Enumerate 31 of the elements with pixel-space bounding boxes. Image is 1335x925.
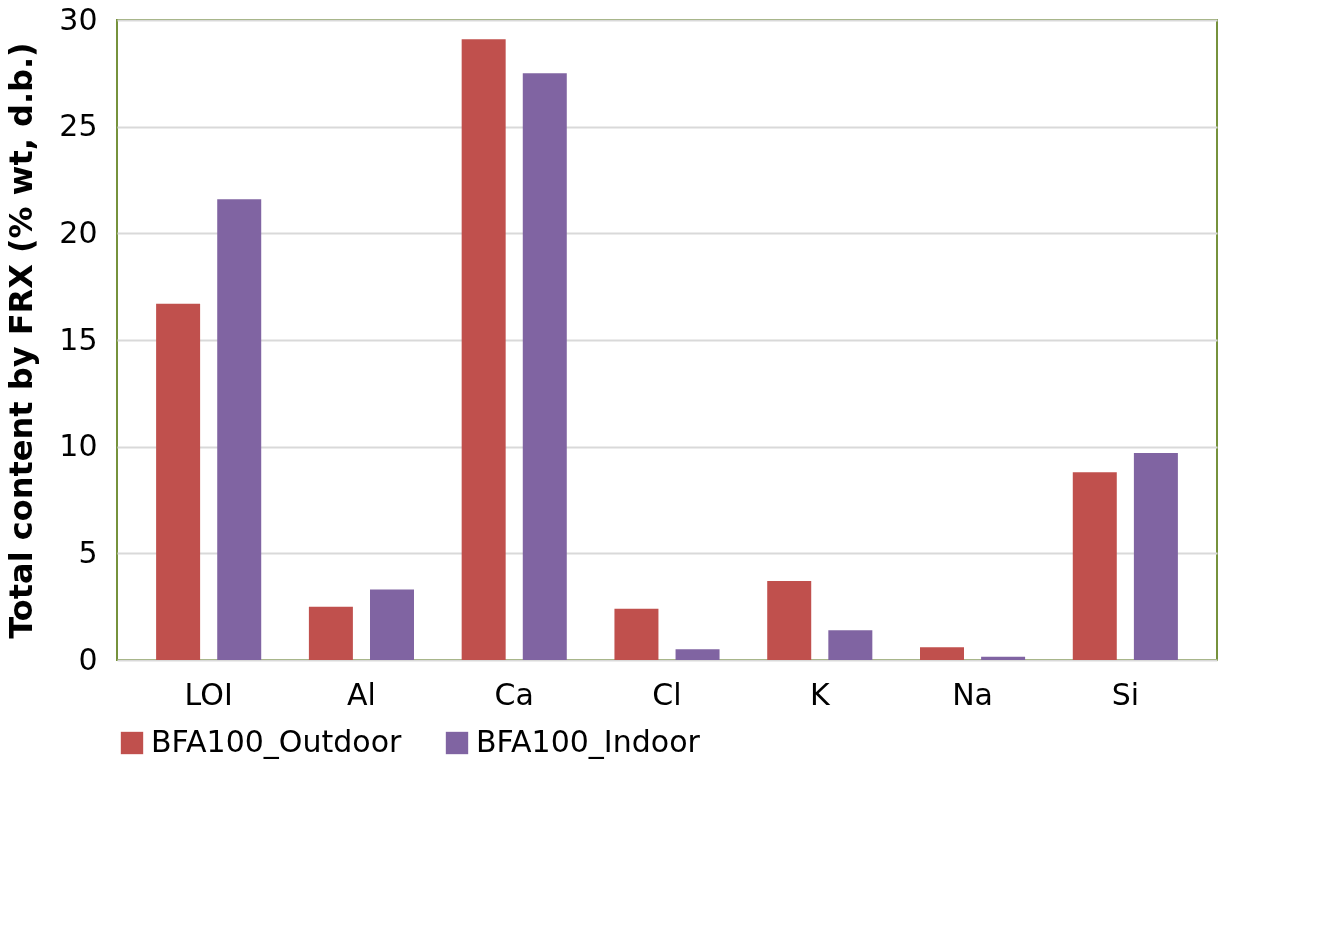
y-tick-label: 10 xyxy=(59,428,98,464)
bar xyxy=(217,199,262,660)
bar xyxy=(370,589,414,660)
y-axis-title: Total content by FRX (% wt, d.b.) xyxy=(2,42,41,639)
x-tick-label: K xyxy=(809,676,831,712)
bar xyxy=(461,39,506,660)
bar xyxy=(156,303,201,660)
y-tick-label: 25 xyxy=(59,108,98,144)
x-tick-label: Na xyxy=(952,676,993,712)
bar xyxy=(920,647,964,660)
bar xyxy=(1072,472,1117,660)
bar xyxy=(308,606,353,660)
legend-label: BFA100_Indoor xyxy=(476,724,701,759)
x-tick-label: Cl xyxy=(652,676,682,712)
legend-label: BFA100_Outdoor xyxy=(151,724,403,759)
y-tick-label: 20 xyxy=(59,214,98,250)
bar xyxy=(522,73,567,660)
bar xyxy=(767,581,812,660)
y-tick-label: 30 xyxy=(59,1,98,37)
y-tick-label: 15 xyxy=(59,321,98,357)
y-tick-label: 5 xyxy=(78,534,98,570)
x-tick-label: Ca xyxy=(494,676,534,712)
x-tick-label: Si xyxy=(1111,676,1140,712)
x-tick-label: Al xyxy=(347,676,376,712)
y-tick-label: 0 xyxy=(78,641,98,677)
bar xyxy=(675,649,720,660)
bar xyxy=(614,608,659,660)
x-tick-label: LOI xyxy=(184,676,233,712)
bar xyxy=(981,656,1026,660)
bar xyxy=(828,630,873,660)
bar xyxy=(1133,453,1178,660)
